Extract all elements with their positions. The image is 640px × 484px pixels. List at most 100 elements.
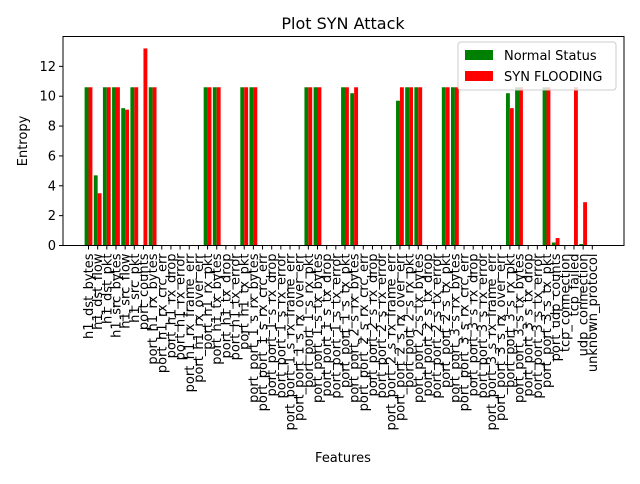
x-tick-label-13: port_h1_rx_pkt	[201, 254, 216, 350]
y-tick-label-3: 6	[48, 149, 56, 164]
x-tick-label-24: port_port_1_s_rx_pkt	[302, 254, 317, 388]
bar-syn-flooding-53	[573, 87, 578, 246]
bar-normal-status-34	[396, 100, 400, 246]
x-tick-label-46: port_port_3_s_rx_pkt	[503, 254, 518, 388]
x-tick-label-48: port_port_3_s_tx_drop	[522, 254, 537, 397]
bar-normal-status-51	[551, 242, 556, 246]
x-tick-label-31: port_port_2_s_rx_drop	[366, 254, 381, 397]
bar-normal-status-40	[451, 87, 455, 246]
x-tick-label-33: port_port_2_s_rx_frame_err	[384, 253, 399, 431]
bar-normal-status-35	[405, 87, 410, 246]
bar-normal-status-18	[249, 87, 254, 246]
x-tick-label-30: port_port_2_s_rx_crc_err	[357, 253, 372, 411]
x-tick-label-25: port_port_1_s_tx_bytes	[311, 253, 326, 403]
bar-syn-flooding-14	[216, 87, 221, 246]
bar-syn-flooding-7	[152, 87, 157, 246]
x-tick-label-50: port_port_3_s_tx_pkt	[540, 254, 555, 389]
bar-syn-flooding-46	[509, 108, 514, 246]
y-axis-label: Entropy	[16, 115, 31, 166]
plot-frame	[62, 36, 625, 246]
bar-normal-status-13	[203, 87, 208, 246]
bar-normal-status-54	[579, 244, 584, 246]
x-tick-label-39: port_port_2_s_tx_pkt	[439, 254, 454, 389]
x-tick-label-38: port_port_2_s_tx_error	[430, 253, 445, 399]
bar-syn-flooding-0	[88, 87, 93, 246]
x-tick-label-47: port_port_3_s_tx_bytes	[513, 253, 528, 403]
x-tick-label-49: port_port_3_s_tx_error	[531, 253, 546, 399]
x-tick-label-22: port_port_1_s_rx_frame_err	[284, 253, 299, 431]
x-tick-label-14: port_h1_tx_bytes	[210, 253, 225, 364]
bar-normal-status-4	[121, 108, 126, 246]
x-tick-label-43: port_port_3_s_rx_error	[476, 253, 491, 399]
bar-syn-flooding-40	[454, 87, 459, 246]
bar-syn-flooding-24	[308, 87, 313, 246]
x-tick-label-45: port_port_3_s_rx_over_err	[494, 253, 509, 421]
x-tick-label-23: port_port_1_s_rx_over_err	[293, 253, 308, 421]
bar-syn-flooding-34	[399, 87, 404, 246]
x-tick-label-9: port_h1_rx_drop	[164, 254, 179, 359]
bar-syn-flooding-28	[344, 87, 349, 246]
x-tick-label-37: port_port_2_s_tx_drop	[421, 254, 436, 397]
bar-syn-flooding-39	[445, 87, 450, 246]
legend-label-syn-flooding: SYN FLOODING	[504, 70, 602, 85]
x-axis-label: Features	[315, 451, 371, 466]
bar-normal-status-47	[515, 87, 520, 246]
legend: Normal Status SYN FLOODING	[457, 41, 617, 91]
bar-syn-flooding-1	[97, 193, 102, 246]
bar-normal-status-29	[350, 93, 355, 246]
x-tick-label-54: udp_connection	[577, 254, 592, 357]
x-tick-label-27: port_port_1_s_tx_error	[329, 253, 344, 399]
y-tick-label-2: 4	[48, 179, 56, 194]
legend-swatch-normal-status	[465, 50, 493, 60]
bar-syn-flooding-3	[115, 87, 120, 246]
bar-syn-flooding-18	[253, 87, 258, 246]
x-tick-label-36: port_port_2_s_tx_bytes	[412, 253, 427, 403]
bar-syn-flooding-25	[317, 87, 322, 246]
x-tick-label-1: h1_dst_flow	[91, 253, 106, 330]
x-tick-label-41: port_port_3_s_rx_crc_err	[458, 253, 473, 411]
x-tick-label-8: port_h1_rx_crc_err	[155, 253, 170, 373]
bar-normal-status-7	[148, 87, 153, 246]
x-tick-label-26: port_port_1_s_tx_drop	[320, 254, 335, 397]
x-tick-label-11: port_h1_rx_frame_err	[183, 253, 198, 393]
x-tick-label-16: port_h1_tx_error	[229, 253, 244, 361]
bar-normal-status-2	[102, 87, 107, 246]
legend-label-normal-status: Normal Status	[504, 49, 597, 64]
x-tick-label-4: h1_src_flow	[119, 253, 134, 329]
bar-normal-status-36	[414, 87, 419, 246]
bar-normal-status-50	[542, 87, 547, 246]
bar-normal-status-1	[93, 175, 98, 246]
chart-title: Plot SYN Attack	[281, 14, 405, 33]
x-tick-label-52: tcp_connection	[558, 254, 573, 353]
bar-normal-status-24	[304, 87, 309, 246]
x-tick-label-0: h1_dst_bytes	[82, 253, 97, 339]
y-tick-label-1: 2	[48, 209, 56, 224]
bar-normal-status-39	[441, 87, 446, 246]
x-axis: h1_dst_bytesh1_dst_flowh1_dst_pkth1_src_…	[82, 245, 601, 431]
y-tick-label-5: 10	[39, 90, 56, 105]
x-tick-label-7: port_h1_rx_bytes	[146, 253, 161, 364]
x-tick-label-55: unknown_protocol	[586, 254, 601, 373]
x-tick-label-53: tcp_failed	[567, 254, 582, 317]
x-tick-label-15: port_h1_tx_drop	[219, 254, 234, 359]
bar-normal-status-46	[505, 93, 510, 246]
bar-syn-flooding-36	[418, 87, 423, 246]
x-tick-label-34: port_port_2_s_rx_over_err	[393, 253, 408, 421]
bar-normal-status-17	[240, 87, 245, 246]
x-tick-label-44: port_port_3_s_rx_frame_err	[485, 253, 500, 431]
bars-group	[84, 48, 588, 246]
x-tick-label-51: port_udp_counts	[549, 253, 564, 361]
y-axis: 0 2 4 6 8 10 12	[39, 60, 63, 254]
bar-normal-status-14	[212, 87, 217, 246]
x-tick-label-20: port_port_1_s_rx_drop	[265, 254, 280, 397]
bar-syn-flooding-54	[583, 202, 588, 246]
bar-syn-flooding-47	[519, 87, 523, 246]
bar-syn-flooding-5	[134, 87, 139, 246]
bar-normal-status-5	[130, 87, 135, 246]
x-tick-label-5: h1_src_pkt	[128, 254, 143, 323]
bar-normal-status-28	[341, 87, 345, 246]
legend-box	[457, 41, 617, 91]
x-tick-label-28: port_port_1_s_tx_pkt	[338, 254, 353, 389]
